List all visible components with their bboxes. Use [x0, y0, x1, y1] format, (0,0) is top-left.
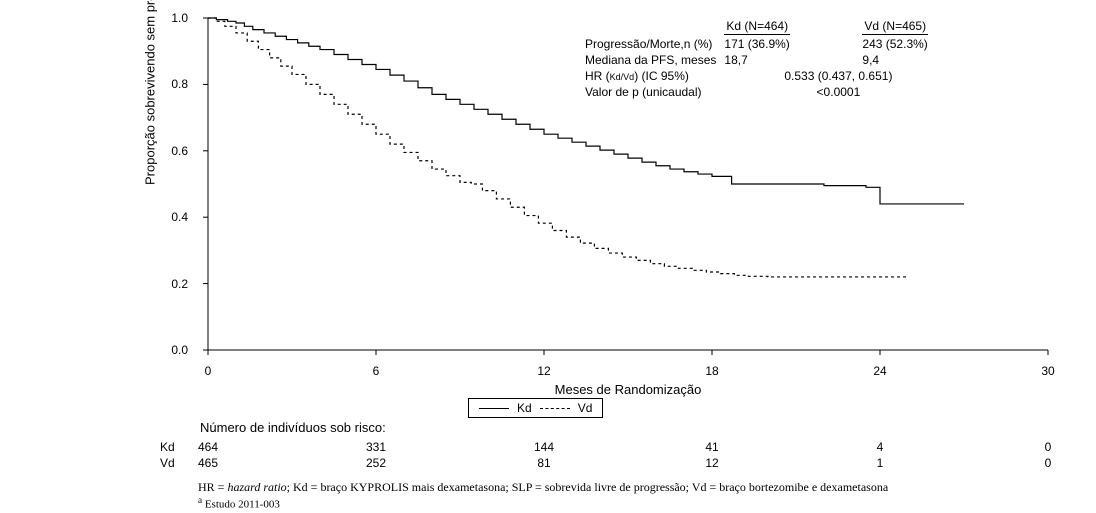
y-tick-label: 0.2 — [0, 277, 188, 291]
legend-swatch-vd — [540, 408, 570, 409]
risk-header: Número de indivíduos sob risco: — [200, 420, 386, 435]
x-tick-label: 24 — [873, 364, 886, 378]
x-tick-labels: 0 6 12 18 24 30 — [198, 362, 1058, 378]
stats-header-kd: Kd (N=464) — [724, 19, 790, 35]
x-tick-label: 18 — [705, 364, 718, 378]
risk-arm-label: Vd — [160, 456, 196, 470]
y-tick-label: 0.6 — [0, 144, 188, 158]
y-tick-label: 1.0 — [0, 11, 188, 25]
risk-cell: 1 — [877, 456, 884, 470]
x-tick-label: 12 — [537, 364, 550, 378]
stats-pval-label: Valor de p (unicaudal) — [585, 84, 724, 100]
risk-cell: 144 — [534, 440, 554, 454]
risk-cell: 465 — [198, 456, 218, 470]
abbreviations: HR = hazard ratio; Kd = braço KYPROLIS m… — [198, 480, 1078, 512]
x-tick-label: 0 — [205, 364, 212, 378]
risk-cell: 331 — [366, 440, 386, 454]
y-tick-label: 0.8 — [0, 77, 188, 91]
risk-cell: 81 — [537, 456, 550, 470]
y-tick-labels: 0.0 0.2 0.4 0.6 0.8 1.0 — [0, 10, 194, 358]
stats-hr-value: 0.533 (0.437, 0.651) — [724, 68, 960, 84]
legend-label-kd: Kd — [517, 401, 532, 415]
legend: Kd Vd — [468, 398, 603, 418]
risk-arm-label: Kd — [160, 440, 196, 454]
stats-events-kd: 171 (36.9%) — [724, 36, 862, 52]
stats-median-kd: 18,7 — [724, 52, 862, 68]
stats-pval-value: <0.0001 — [724, 84, 960, 100]
stats-events-label: Progressão/Morte,n (%) — [585, 36, 724, 52]
risk-cell: 12 — [705, 456, 718, 470]
stats-events-vd: 243 (52.3%) — [862, 36, 960, 52]
abbrev-line: HR = hazard ratio; Kd = braço KYPROLIS m… — [198, 480, 1078, 495]
legend-swatch-kd — [479, 408, 509, 409]
figure-container: Proporção sobrevivendo sem progressão 0.… — [0, 0, 1096, 513]
risk-cell: 252 — [366, 456, 386, 470]
stats-median-label: Mediana da PFS, meses — [585, 52, 724, 68]
x-tick-label: 6 — [373, 364, 380, 378]
stats-median-vd: 9,4 — [862, 52, 960, 68]
stats-header-vd: Vd (N=465) — [862, 19, 928, 35]
stats-box: Kd (N=464) Vd (N=465) Progressão/Morte,n… — [585, 18, 960, 100]
x-tick-label: 30 — [1041, 364, 1054, 378]
stats-hr-label: HR (Kd/Vd) (IC 95%) — [585, 68, 724, 84]
x-axis-title: Meses de Randomização — [198, 382, 1058, 397]
legend-label-vd: Vd — [578, 401, 593, 415]
risk-cell: 0 — [1045, 456, 1052, 470]
y-tick-label: 0.0 — [0, 343, 188, 357]
abbrev-note: a Estudo 2011-003 — [198, 495, 1078, 512]
y-tick-label: 0.4 — [0, 210, 188, 224]
risk-cell: 0 — [1045, 440, 1052, 454]
risk-cell: 4 — [877, 440, 884, 454]
risk-cell: 464 — [198, 440, 218, 454]
risk-cell: 41 — [705, 440, 718, 454]
